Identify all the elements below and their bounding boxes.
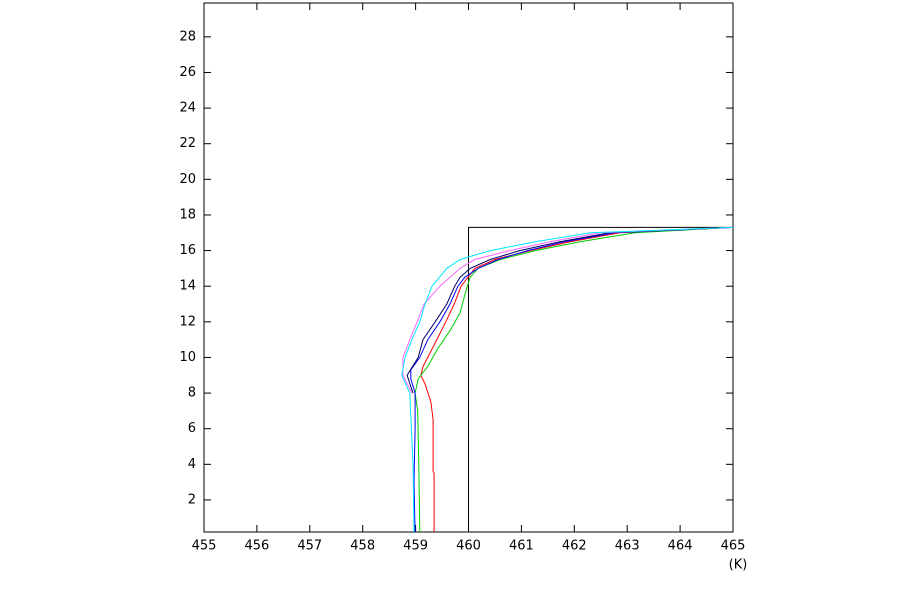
y-tick-label: 2	[188, 492, 196, 507]
x-tick-label: 457	[297, 539, 322, 554]
y-tick-label: 14	[179, 279, 196, 294]
y-tick-label: 16	[179, 243, 196, 258]
x-axis-label: (K)	[729, 558, 748, 573]
x-tick-label: 463	[615, 539, 640, 554]
x-tick-label: 459	[403, 539, 428, 554]
line-series	[414, 226, 734, 533]
x-tick-label: 464	[668, 539, 693, 554]
y-tick-label: 10	[179, 350, 196, 365]
x-tick-label: 461	[509, 539, 534, 554]
y-tick-label: 8	[188, 386, 196, 401]
y-tick-label: 20	[179, 172, 196, 187]
y-tick-label: 18	[179, 207, 196, 222]
x-tick-label: 458	[350, 539, 375, 554]
x-tick-label: 460	[456, 539, 481, 554]
y-tick-label: 28	[179, 29, 196, 44]
y-tick-label: 26	[179, 65, 196, 80]
y-tick-label: 24	[179, 101, 196, 116]
y-tick-label: 12	[179, 314, 196, 329]
line-series	[401, 226, 734, 533]
line-series	[402, 226, 734, 394]
x-tick-label: 456	[244, 539, 269, 554]
line-series	[420, 226, 734, 532]
line-series	[410, 226, 734, 533]
y-tick-label: 22	[179, 136, 196, 151]
y-tick-label: 4	[188, 457, 196, 472]
line-series	[468, 226, 733, 532]
x-tick-label: 465	[721, 539, 746, 554]
x-tick-label: 462	[562, 539, 587, 554]
line-series	[406, 226, 734, 394]
y-tick-label: 6	[188, 421, 196, 436]
x-tick-label: 455	[192, 539, 217, 554]
